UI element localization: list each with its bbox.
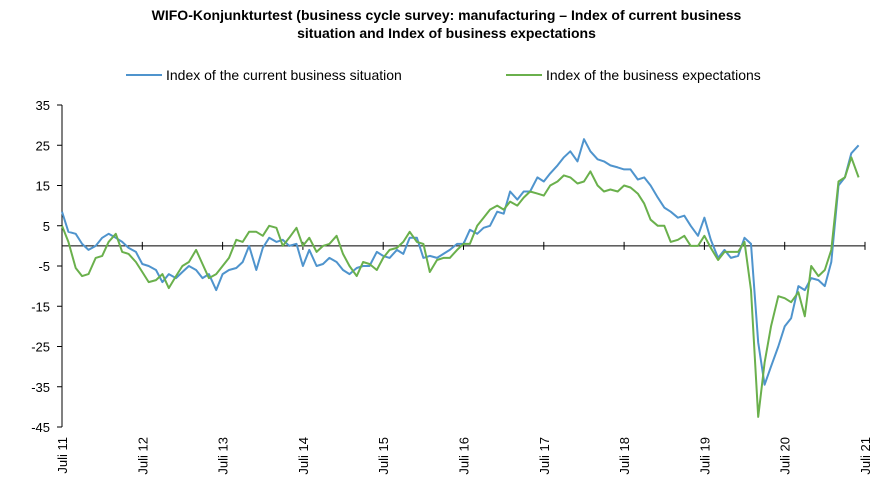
- x-tick-label: Juli 14: [296, 437, 311, 475]
- legend-label-1: Index of the current business situation: [166, 67, 402, 83]
- y-tick-label: -5: [38, 259, 50, 274]
- chart-title-line-1: WIFO-Konjunkturtest (business cycle surv…: [151, 7, 742, 23]
- x-tick-label: Juli 17: [537, 437, 552, 475]
- y-tick-label: -15: [31, 299, 50, 314]
- legend-label-2: Index of the business expectations: [546, 67, 761, 83]
- y-tick-label: 5: [43, 219, 50, 234]
- y-tick-label: 35: [36, 98, 50, 113]
- x-tick-label: Juli 18: [617, 437, 632, 475]
- x-tick-label: Juli 16: [457, 437, 472, 475]
- chart-title: WIFO-Konjunkturtest (business cycle surv…: [0, 6, 893, 42]
- x-tick-label: Juli 11: [55, 437, 70, 474]
- chart-title-line-2: situation and Index of business expectat…: [297, 25, 596, 41]
- series-line-2: [61, 156, 860, 418]
- series-line-1: [61, 138, 860, 386]
- x-tick-label: Juli 21: [858, 437, 873, 475]
- y-tick-label: -35: [31, 380, 50, 395]
- x-tick-label: Juli 12: [135, 437, 150, 475]
- x-tick-label: Juli 19: [697, 437, 712, 475]
- x-tick-label: Juli 13: [216, 437, 231, 475]
- y-tick-label: -25: [31, 340, 50, 355]
- y-tick-label: -45: [31, 420, 50, 435]
- x-tick-label: Juli 20: [778, 437, 793, 475]
- y-tick-label: 15: [36, 179, 50, 194]
- x-tick-label: Juli 15: [376, 437, 391, 475]
- y-tick-label: 25: [36, 138, 50, 153]
